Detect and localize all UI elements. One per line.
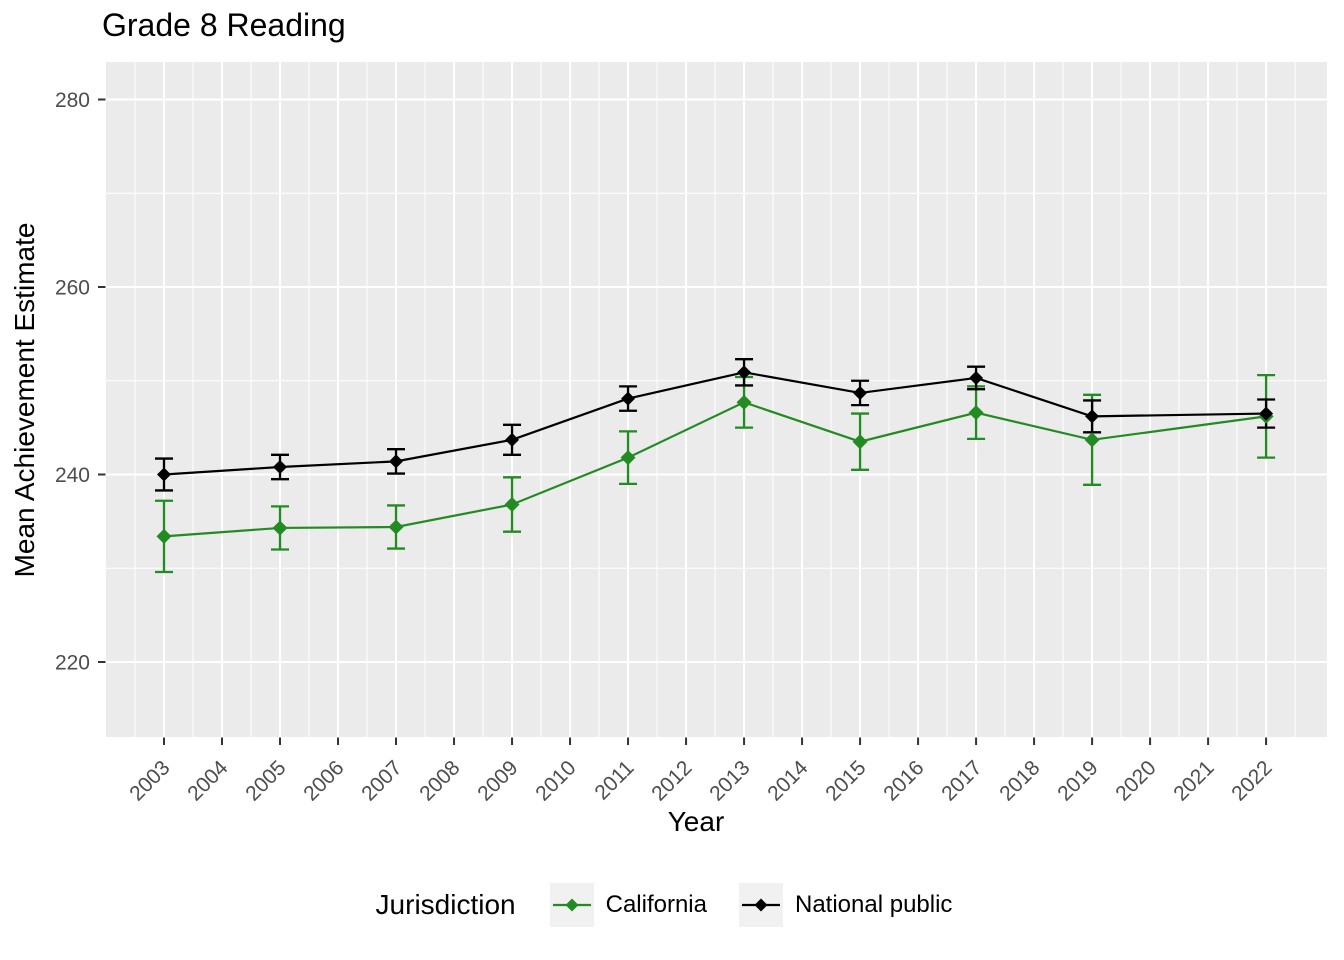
legend: Jurisdiction California National public xyxy=(0,880,1344,930)
series-points-national-public xyxy=(157,365,1274,482)
legend-label: California xyxy=(605,891,707,918)
series-line-california xyxy=(163,401,1267,538)
legend-key-california xyxy=(549,883,594,927)
data-point-diamond xyxy=(504,497,520,512)
x-tick-label: 2011 xyxy=(590,756,638,804)
y-tick-label: 280 xyxy=(55,89,90,112)
y-tick-label: 260 xyxy=(55,277,90,300)
data-point-diamond xyxy=(620,450,636,466)
x-tick-label: 2005 xyxy=(241,756,290,805)
legend-item-california: California xyxy=(549,883,707,927)
chart-title: Grade 8 Reading xyxy=(102,7,346,43)
data-point-diamond xyxy=(156,528,172,544)
series-points-california xyxy=(156,394,1274,544)
legend-diamond-icon xyxy=(565,898,579,912)
x-tick-label: 2015 xyxy=(821,756,870,805)
x-tick-label: 2006 xyxy=(299,756,348,805)
x-tick-label: 2018 xyxy=(995,756,1044,805)
x-tick-label: 2004 xyxy=(183,756,233,806)
data-point-diamond xyxy=(737,365,752,380)
gridlines-major xyxy=(106,62,1327,737)
x-tick-label: 2009 xyxy=(473,756,522,805)
x-tick-label: 2013 xyxy=(705,756,754,805)
x-tick-labels: 2003 2004 2005 2006 2007 2008 2009 2010 2011 2012… xyxy=(125,756,1276,806)
y-axis-title: Mean Achievement Estimate xyxy=(9,222,40,578)
x-tick-label: 2019 xyxy=(1053,756,1102,805)
data-point-diamond xyxy=(273,460,288,474)
x-tick-label: 2010 xyxy=(531,756,580,805)
data-point-diamond xyxy=(389,454,404,469)
y-tick-labels: 220 240 260 280 xyxy=(55,89,90,675)
x-tick-label: 2016 xyxy=(879,756,928,805)
x-tick-label: 2021 xyxy=(1169,756,1218,805)
data-point-diamond xyxy=(388,519,404,535)
data-point-diamond xyxy=(1084,432,1100,448)
legend-items: California National public xyxy=(534,883,969,927)
x-tick-label: 2008 xyxy=(415,756,464,805)
data-point-diamond xyxy=(736,394,752,410)
x-tick-label: 2022 xyxy=(1227,756,1276,805)
x-tick-label: 2020 xyxy=(1111,756,1160,805)
legend-title: Jurisdiction xyxy=(375,889,516,920)
x-tick-label: 2012 xyxy=(647,756,696,805)
x-tick-label: 2007 xyxy=(357,756,406,805)
legend-diamond-icon xyxy=(754,898,768,912)
data-point-diamond xyxy=(853,385,868,400)
data-point-diamond xyxy=(505,432,520,447)
data-point-diamond xyxy=(1259,406,1274,421)
axis-ticks xyxy=(98,98,1268,745)
data-point-diamond xyxy=(621,391,636,406)
legend-key-national-public xyxy=(739,883,783,927)
data-point-diamond xyxy=(968,405,984,421)
x-tick-label: 2003 xyxy=(125,756,174,805)
data-point-diamond xyxy=(852,434,868,450)
data-point-diamond xyxy=(272,520,288,536)
series-line-national-public xyxy=(163,371,1267,476)
x-tick-label: 2017 xyxy=(937,756,986,805)
y-tick-label: 240 xyxy=(55,464,90,487)
legend-item-national-public: National public xyxy=(739,883,952,927)
x-tick-label: 2014 xyxy=(763,756,813,806)
x-axis-title: Year xyxy=(667,806,725,837)
y-tick-label: 220 xyxy=(55,652,90,675)
data-point-diamond xyxy=(157,467,172,482)
legend-label: National public xyxy=(795,891,953,918)
data-point-diamond xyxy=(1085,409,1100,424)
data-point-diamond xyxy=(969,370,984,385)
plot-panel xyxy=(106,62,1327,737)
gridlines-minor xyxy=(106,62,1327,737)
